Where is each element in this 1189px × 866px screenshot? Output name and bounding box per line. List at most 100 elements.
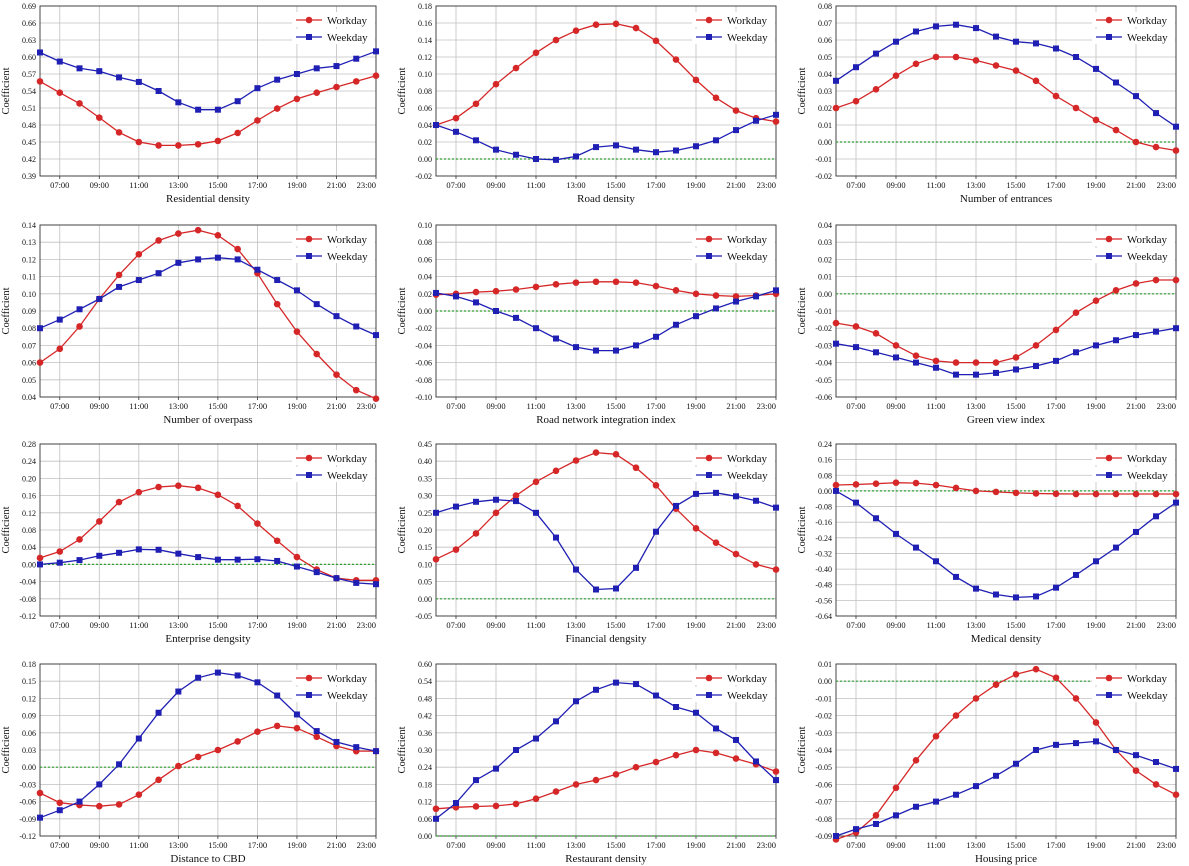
data-point-workday bbox=[175, 762, 182, 770]
data-point-weekday bbox=[96, 68, 103, 75]
data-point-workday bbox=[872, 86, 880, 93]
data-point-workday bbox=[214, 491, 222, 499]
data-point-workday bbox=[1132, 280, 1140, 287]
y-tick-label: 0.00 bbox=[22, 560, 36, 569]
data-point-workday bbox=[313, 350, 321, 358]
data-point-weekday bbox=[553, 335, 559, 342]
x-tick-label: 09:00 bbox=[886, 620, 905, 630]
data-point-weekday bbox=[1113, 747, 1119, 753]
data-point-weekday bbox=[673, 502, 679, 509]
x-tick-label: 11:00 bbox=[526, 180, 545, 190]
data-point-workday bbox=[772, 768, 780, 775]
y-tick-label: 0.16 bbox=[818, 456, 832, 465]
y-tick-label: 0.40 bbox=[418, 457, 432, 466]
y-tick-label: -0.08 bbox=[19, 595, 36, 604]
data-point-workday bbox=[273, 300, 281, 308]
x-tick-label: 23:00 bbox=[357, 401, 376, 411]
data-point-workday bbox=[254, 520, 261, 527]
y-tick-label: -0.10 bbox=[415, 393, 432, 402]
data-point-workday bbox=[1032, 665, 1040, 673]
data-point-weekday bbox=[573, 153, 579, 160]
x-tick-label: 19:00 bbox=[287, 401, 306, 411]
x-tick-label: 11:00 bbox=[926, 180, 945, 190]
data-point-workday bbox=[452, 114, 460, 122]
data-point-weekday bbox=[753, 497, 759, 504]
data-point-weekday bbox=[37, 49, 43, 56]
y-tick-label: 0.15 bbox=[418, 543, 432, 552]
plot-frame bbox=[835, 443, 1177, 617]
data-point-weekday bbox=[234, 256, 241, 263]
series-line-workday bbox=[435, 749, 777, 810]
data-point-workday bbox=[932, 732, 940, 740]
y-tick-label: -0.32 bbox=[815, 549, 832, 558]
y-tick-label: 0.04 bbox=[418, 273, 432, 282]
data-point-weekday bbox=[254, 556, 261, 563]
legend-label: Workday bbox=[1127, 673, 1168, 685]
x-tick-label: 09:00 bbox=[90, 180, 109, 190]
legend-label: Weekday bbox=[1127, 32, 1168, 44]
data-point-weekday bbox=[1153, 110, 1159, 117]
data-point-weekday bbox=[1133, 332, 1139, 339]
legend-marker bbox=[1106, 692, 1112, 698]
data-point-workday bbox=[452, 546, 460, 553]
data-point-weekday bbox=[116, 761, 123, 768]
y-tick-label: -0.01 bbox=[815, 694, 832, 703]
x-tick-label: 17:00 bbox=[248, 620, 267, 630]
y-tick-label: -0.04 bbox=[415, 341, 432, 350]
data-point-weekday bbox=[293, 563, 300, 570]
legend-background bbox=[292, 231, 375, 246]
legend-label: Workday bbox=[327, 15, 368, 27]
data-point-workday bbox=[1112, 287, 1120, 294]
data-point-workday bbox=[592, 21, 600, 28]
y-tick-label: 0.10 bbox=[418, 560, 432, 569]
y-tick-label: 0.13 bbox=[22, 238, 36, 247]
legend-marker bbox=[1106, 253, 1112, 259]
legend-background bbox=[692, 670, 775, 685]
y-tick-label: 0.12 bbox=[418, 53, 432, 62]
chart-panel: -0.12 -0.09 -0.06 -0.03 0.00 0.03 0.06 0.09 0.12… bbox=[1, 660, 380, 865]
y-tick-label: 0.01 bbox=[818, 121, 832, 130]
y-tick-label: 0.08 bbox=[818, 2, 832, 11]
data-point-workday bbox=[992, 62, 1000, 69]
data-point-workday bbox=[572, 781, 580, 788]
legend-marker bbox=[306, 34, 312, 40]
data-point-weekday bbox=[613, 585, 619, 592]
series-line-workday bbox=[835, 279, 1176, 364]
x-axis-title: Residential density bbox=[166, 193, 251, 205]
chart-panel: 0.00 0.06 0.12 0.18 0.24 0.30 0.36 0.42 0.48 0.54… bbox=[397, 660, 780, 865]
data-point-workday bbox=[672, 287, 680, 294]
x-tick-label: 15:00 bbox=[1006, 401, 1025, 411]
legend-background bbox=[692, 231, 775, 246]
legend-background bbox=[692, 687, 775, 702]
series-line-workday bbox=[435, 281, 777, 298]
legend-label: Workday bbox=[727, 673, 768, 685]
series-line-workday bbox=[39, 725, 376, 807]
data-point-workday bbox=[293, 553, 301, 561]
legend-marker bbox=[306, 253, 312, 259]
y-tick-label: 0.39 bbox=[22, 172, 36, 181]
data-point-weekday bbox=[1113, 544, 1119, 551]
data-point-weekday bbox=[673, 321, 679, 328]
data-point-weekday bbox=[433, 815, 439, 822]
x-tick-label: 21:00 bbox=[1126, 180, 1145, 190]
legend-marker bbox=[1105, 16, 1113, 24]
data-point-weekday bbox=[214, 669, 221, 676]
x-tick-label: 23:00 bbox=[357, 620, 376, 630]
x-tick-label: 23:00 bbox=[757, 401, 776, 411]
data-point-workday bbox=[194, 140, 202, 148]
legend-marker bbox=[705, 454, 713, 462]
legend-label: Weekday bbox=[1127, 251, 1168, 263]
x-tick-label: 23:00 bbox=[357, 840, 376, 850]
data-point-workday bbox=[732, 293, 740, 300]
data-point-workday bbox=[972, 695, 980, 702]
data-point-workday bbox=[194, 226, 202, 234]
data-point-weekday bbox=[1033, 747, 1039, 753]
data-point-weekday bbox=[1033, 40, 1039, 47]
data-point-workday bbox=[115, 801, 123, 808]
data-point-workday bbox=[273, 105, 281, 112]
data-point-weekday bbox=[313, 569, 320, 576]
y-tick-label: 0.02 bbox=[818, 255, 832, 264]
x-tick-label: 11:00 bbox=[926, 620, 945, 630]
y-tick-label: 0.04 bbox=[418, 121, 432, 130]
legend-background bbox=[692, 12, 775, 27]
